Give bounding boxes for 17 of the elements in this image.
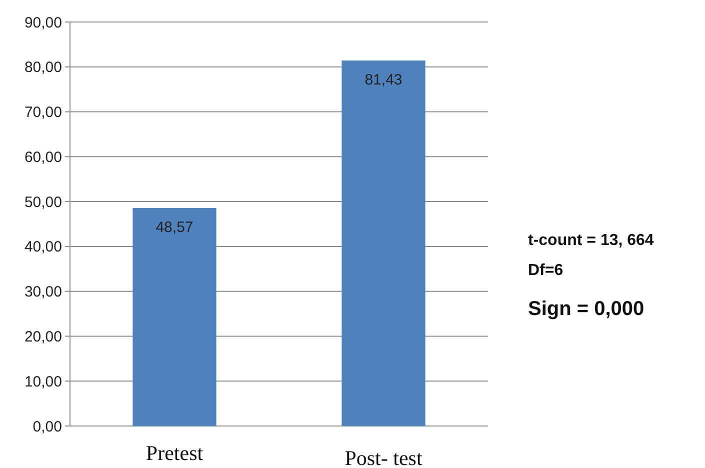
data-label: 48,57	[156, 218, 194, 236]
data-label: 81,43	[364, 71, 402, 88]
text: Sign = 0,000	[528, 298, 644, 320]
y-tick-label: 40,00	[24, 238, 62, 256]
y-tick-label: 20,00	[24, 328, 62, 346]
y-tick-label: 0,00	[32, 418, 62, 436]
x-tick-label: Pretest	[146, 441, 204, 465]
y-tick-label: 90,00	[24, 14, 62, 32]
text: t-count = 13, 664	[528, 232, 654, 249]
y-tick-label: 30,00	[24, 284, 62, 301]
y-tick-label: 80,00	[24, 59, 62, 76]
y-tick-label: 70,00	[24, 104, 62, 122]
x-tick-label: Post- test	[344, 446, 422, 468]
y-tick-label: 60,00	[24, 148, 62, 166]
y-tick-label: 10,00	[24, 373, 62, 390]
text: Df=6	[528, 262, 564, 279]
y-tick-label: 50,00	[24, 194, 62, 211]
